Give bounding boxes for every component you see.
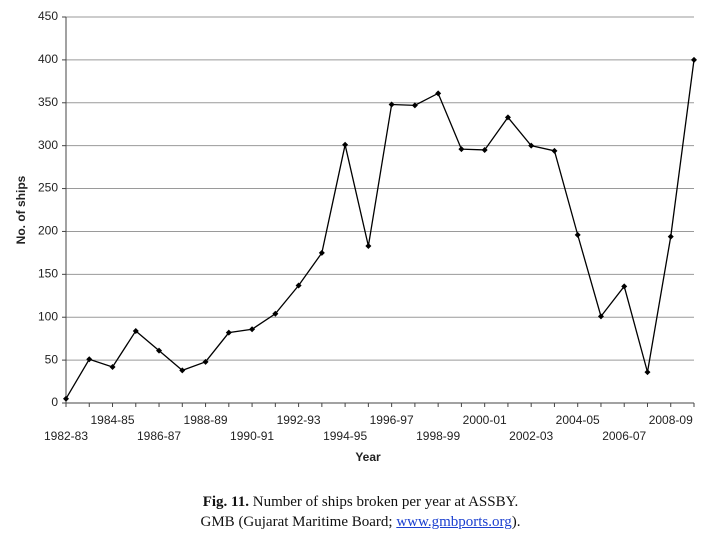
data-point [644, 369, 651, 376]
data-line [65, 59, 695, 400]
x-tick-label: 1986-87 [137, 429, 181, 443]
data-point [249, 326, 256, 333]
chart: No. of ships Year 0 50 100 150 200 250 300 350 4… [14, 9, 697, 464]
caption-source: GMB (Gujarat Maritime Board; [200, 514, 397, 530]
data-point [481, 146, 488, 153]
x-tick-label: 1994-95 [323, 429, 367, 443]
caption-suffix: ). [511, 514, 521, 530]
data-point [504, 114, 511, 121]
x-tick-label: 1984-85 [90, 413, 134, 427]
data-point [202, 358, 209, 365]
data-point [86, 356, 93, 363]
data-point [574, 231, 581, 238]
x-tick-label: 1988-89 [184, 413, 228, 427]
x-tick-label: 1996-97 [370, 413, 414, 427]
y-tick-label: 450 [38, 9, 58, 23]
x-tick-label: 2008-09 [649, 413, 693, 427]
caption-line-2: GMB (Gujarat Maritime Board; www.gmbport… [0, 514, 721, 531]
x-tick-label: 1992-93 [277, 413, 321, 427]
data-point [551, 147, 558, 154]
data-point [272, 310, 279, 317]
caption-line-1: Fig. 11. Number of ships broken per year… [0, 494, 721, 511]
data-point [458, 146, 465, 153]
x-tick-label: 2006-07 [602, 429, 646, 443]
source-link[interactable]: www.gmbports.org [396, 514, 512, 530]
data-point [411, 102, 418, 109]
data-point [225, 329, 232, 336]
caption-label: Fig. 11. [202, 494, 249, 510]
x-tick-label: 1982-83 [44, 429, 88, 443]
data-point [63, 395, 69, 402]
data-point [667, 233, 674, 240]
y-tick-label: 250 [38, 181, 58, 195]
data-point [318, 249, 325, 256]
data-point [597, 313, 604, 320]
data-point [156, 347, 163, 354]
y-tick-label: 0 [51, 395, 58, 409]
y-tick-label: 200 [38, 224, 58, 238]
y-tick-label: 50 [45, 352, 59, 366]
y-tick-label: 300 [38, 138, 58, 152]
x-tick-label: 1998-99 [416, 429, 460, 443]
data-point [388, 101, 395, 108]
data-point [295, 282, 302, 289]
data-point [435, 90, 442, 97]
y-axis-label: No. of ships [14, 175, 28, 244]
data-point [528, 142, 535, 149]
data-point [109, 363, 116, 370]
data-point [365, 243, 372, 250]
data-point [621, 283, 628, 290]
x-tick-label: 2000-01 [463, 413, 507, 427]
y-tick-label: 150 [38, 267, 58, 281]
y-tick-label: 100 [38, 309, 58, 323]
data-point [132, 327, 139, 334]
x-tick-label: 1990-91 [230, 429, 274, 443]
caption-text: Number of ships broken per year at ASSBY… [248, 494, 519, 510]
data-point [342, 141, 349, 148]
y-tick-label: 350 [38, 95, 58, 109]
data-point [691, 56, 697, 63]
x-tick-label: 2002-03 [509, 429, 553, 443]
x-tick-label: 2004-05 [556, 413, 600, 427]
x-axis-label: Year [355, 450, 381, 464]
y-tick-label: 400 [38, 52, 58, 66]
data-point [179, 367, 186, 374]
